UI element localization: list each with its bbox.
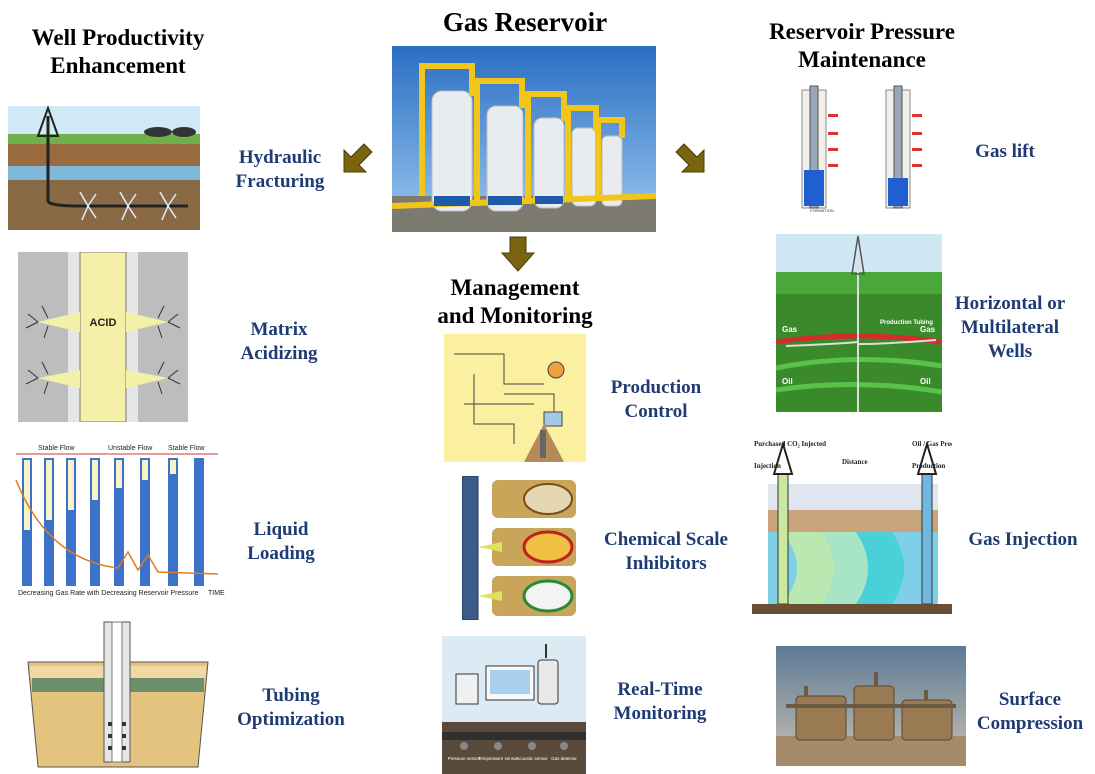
arrow-down-left xyxy=(336,140,376,180)
horizontal-wells-image: Gas Gas Oil Oil Production Tubing xyxy=(776,234,942,412)
real-time-monitoring-image: Pressure sensor Temperature sensor Acous… xyxy=(442,636,586,774)
temperature-sensor-text: Temperature sensor xyxy=(478,756,519,761)
fig-distance-text: Distance xyxy=(842,458,868,466)
gas-lift-image: FORMATION xyxy=(762,82,942,214)
heading-pressure-maintenance: Reservoir Pressure Maintenance xyxy=(769,19,955,72)
heading-management-monitoring: Management and Monitoring xyxy=(437,275,593,328)
label-production-control: Production Control xyxy=(610,377,702,422)
label-gas-injection: Gas Injection xyxy=(968,529,1078,550)
pressure-sensor-text: Pressure sensor xyxy=(448,756,481,761)
label-tubing-optimization: Tubing Optimization xyxy=(237,685,345,730)
stable-flow-text-1: Stable Flow xyxy=(38,445,76,452)
fig-purchased-co2: Purchased CO₂ Injected xyxy=(754,440,826,448)
acoustic-sensor-text: Acoustic sensor xyxy=(516,756,548,761)
fig-oil-left: Oil xyxy=(782,377,793,386)
tubing-optimization-image xyxy=(8,612,232,772)
label-matrix-acidizing: Matrix Acidizing xyxy=(240,319,318,364)
unstable-flow-text: Unstable Flow xyxy=(108,445,153,452)
heading-well-productivity: Well Productivity Enhancement xyxy=(31,25,205,78)
surface-compression-image xyxy=(776,646,966,766)
label-horizontal-wells: Horizontal or Multilateral Wells xyxy=(954,293,1066,362)
production-control-image xyxy=(444,334,586,462)
decreasing-gas-text: Decreasing Gas Rate with Decreasing Rese… xyxy=(18,590,199,597)
fig-gas-right: Gas xyxy=(920,325,936,334)
label-hydraulic-fracturing: Hydraulic Fracturing xyxy=(235,147,325,192)
arrow-down-right xyxy=(672,140,712,180)
fig-gas-left: Gas xyxy=(782,325,798,334)
heading-gas-reservoir: Gas Reservoir xyxy=(442,7,608,37)
acid-text: ACID xyxy=(90,317,117,329)
gas-detector-text: Gas detector xyxy=(551,756,577,761)
matrix-acidizing-image: ACID xyxy=(18,252,188,422)
label-surface-compression: Surface Compression xyxy=(976,689,1084,734)
label-real-time-monitoring: Real-Time Monitoring xyxy=(613,679,707,724)
label-scale-inhibitors: Chemical Scale Inhibitors xyxy=(603,529,728,574)
fig-production-tubing: Production Tubing xyxy=(880,320,933,326)
stable-flow-text-2: Stable Flow xyxy=(168,445,206,452)
liquid-loading-image: Stable Flow Unstable Flow Stable Flow De… xyxy=(8,440,232,602)
fig-injection-text: Injection xyxy=(754,462,781,470)
fig-oil-right: Oil xyxy=(920,377,931,386)
fig-oil-gas-production: Oil / Gas Production xyxy=(912,440,952,448)
gas-reservoir-image xyxy=(392,46,656,232)
label-gas-lift: Gas lift xyxy=(975,141,1035,162)
scale-inhibitors-image xyxy=(462,476,578,620)
hydraulic-fracturing-image xyxy=(8,106,200,230)
formation-text: FORMATION xyxy=(810,208,834,213)
label-liquid-loading: Liquid Loading xyxy=(247,519,315,564)
fig-production-text: Production xyxy=(912,462,945,470)
time-text: TIME xyxy=(208,590,225,597)
arrow-down xyxy=(500,235,536,273)
gas-injection-image: Purchased CO₂ Injected Oil / Gas Product… xyxy=(752,434,952,614)
